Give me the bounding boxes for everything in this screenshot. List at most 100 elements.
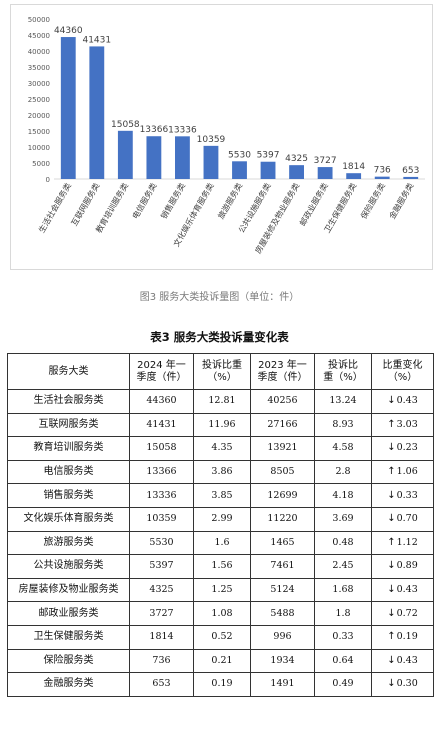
change-value: 0.70 xyxy=(396,513,418,525)
x-axis-labels: 生活社会服务类互联网服务类教育培训服务类 电信服务类 销售服务类文化娱乐体育服务类旅… xyxy=(36,181,415,255)
x-category-label: 邮政业服务类 xyxy=(297,181,330,228)
category-cell: 文化娱乐体育服务类 xyxy=(7,506,130,532)
change-cell: ↓0.33 xyxy=(371,483,434,508)
bar xyxy=(89,46,105,179)
arrow-down-icon: ↓ xyxy=(387,395,396,407)
change-value: 0.19 xyxy=(396,631,418,643)
share2023-cell: 1.68 xyxy=(314,577,372,603)
change-cell: ↓0.43 xyxy=(371,577,434,603)
header-line: 季度（件） xyxy=(136,371,187,383)
header-line: 2023 年一 xyxy=(258,359,307,371)
q2024-cell: 13336 xyxy=(129,483,194,508)
q2024-cell: 4325 xyxy=(129,577,194,603)
table-row: 金融服务类 653 0.19 1491 0.49 ↓0.30 xyxy=(7,672,434,697)
arrow-down-icon: ↓ xyxy=(387,560,396,572)
arrow-down-icon: ↓ xyxy=(387,442,396,454)
change-cell: ↓0.89 xyxy=(371,554,434,579)
bar xyxy=(60,37,76,179)
q2023-cell: 40256 xyxy=(250,389,315,414)
q2024-cell: 653 xyxy=(129,672,194,697)
category-cell: 卫生保健服务类 xyxy=(7,624,130,650)
change-cell: ↓0.72 xyxy=(371,601,434,626)
header-line: 比重变化 xyxy=(382,359,423,371)
share2023-cell: 2.8 xyxy=(314,459,372,485)
arrow-up-icon: ↑ xyxy=(387,418,396,430)
q2023-cell: 1934 xyxy=(250,648,315,674)
q2023-cell: 7461 xyxy=(250,554,315,579)
arrow-up-icon: ↑ xyxy=(387,631,396,643)
table-row: 教育培训服务类 15058 4.35 13921 4.58 ↓0.23 xyxy=(7,436,434,461)
bar-value-label: 41431 xyxy=(82,35,111,45)
share2024-cell: 3.85 xyxy=(193,483,251,508)
x-category-label: 旅游服务类 xyxy=(216,181,245,221)
q2023-cell: 5488 xyxy=(250,601,315,626)
share2023-cell: 1.8 xyxy=(314,601,372,626)
change-value: 0.43 xyxy=(396,395,418,407)
table-body: 生活社会服务类 44360 12.81 40256 13.24 ↓0.43 互联网服务类 41… xyxy=(7,389,434,697)
change-value: 0.43 xyxy=(396,654,418,666)
share2023-cell: 4.18 xyxy=(314,483,372,508)
q2023-cell: 1491 xyxy=(250,672,315,697)
change-cell: ↑0.19 xyxy=(371,624,434,650)
header-line: 2024 年一 xyxy=(137,359,186,371)
table-header-cell: 2024 年一 季度（件） xyxy=(129,353,194,390)
arrow-down-icon: ↓ xyxy=(387,584,396,596)
bar xyxy=(203,145,219,179)
change-value: 1.06 xyxy=(396,466,418,478)
share2023-cell: 13.24 xyxy=(314,389,372,414)
change-value: 0.72 xyxy=(396,607,418,619)
q2024-cell: 41431 xyxy=(129,412,194,438)
change-cell: ↓0.43 xyxy=(371,389,434,414)
q2024-cell: 5530 xyxy=(129,530,194,556)
table-header-cell: 2023 年一 季度（件） xyxy=(250,353,315,390)
bar xyxy=(317,167,333,179)
bar-value-label: 5397 xyxy=(257,151,280,161)
bar xyxy=(117,130,133,179)
table-header-cell: 投诉比重（%） xyxy=(193,353,251,390)
header-line: （%） xyxy=(387,371,418,383)
share2023-cell: 0.64 xyxy=(314,648,372,674)
q2024-cell: 10359 xyxy=(129,506,194,532)
table-header-cell: 投诉比重（%） xyxy=(314,353,372,390)
change-value: 1.12 xyxy=(396,536,418,548)
y-tick-label: 35000 xyxy=(28,64,50,72)
arrow-down-icon: ↓ xyxy=(387,489,396,501)
q2024-cell: 13366 xyxy=(129,459,194,485)
change-value: 0.89 xyxy=(396,560,418,572)
category-cell: 房屋装修及物业服务类 xyxy=(7,577,130,603)
table-row: 文化娱乐体育服务类 10359 2.99 11220 3.69 ↓0.70 xyxy=(7,506,434,532)
share2024-cell: 4.35 xyxy=(193,436,251,461)
header-line: （%） xyxy=(207,371,237,383)
header-line: 投诉比重 xyxy=(202,359,242,371)
arrow-up-icon: ↑ xyxy=(387,536,396,548)
arrow-down-icon: ↓ xyxy=(387,678,396,690)
table-row: 卫生保健服务类 1814 0.52 996 0.33 ↑0.19 xyxy=(7,624,434,650)
complaint-change-table: 服务大类 2024 年一 季度（件） 投诉比重 （%） 2023 年一 季度（件） 投诉比 重（… xyxy=(7,353,434,697)
q2024-cell: 15058 xyxy=(129,436,194,461)
table-header-row: 服务大类 2024 年一 季度（件） 投诉比重 （%） 2023 年一 季度（件） 投诉比 重（… xyxy=(7,353,434,390)
category-cell: 邮政业服务类 xyxy=(7,601,130,626)
table-row: 旅游服务类 5530 1.6 1465 0.48 ↑1.12 xyxy=(7,530,434,556)
bar-value-label: 15058 xyxy=(111,120,140,130)
share2023-cell: 0.33 xyxy=(314,624,372,650)
share2024-cell: 0.19 xyxy=(193,672,251,697)
bar-value-label: 653 xyxy=(402,166,419,176)
change-cell: ↓0.43 xyxy=(371,648,434,674)
change-value: 0.30 xyxy=(396,678,418,690)
category-cell: 保险服务类 xyxy=(7,648,130,674)
change-value: 0.43 xyxy=(396,584,418,596)
x-category-label: 销售服务类 xyxy=(158,181,187,221)
bar xyxy=(146,136,162,179)
y-tick-label: 50000 xyxy=(28,16,50,24)
x-category-label: 金融服务类 xyxy=(387,181,416,221)
q2024-cell: 736 xyxy=(129,648,194,674)
q2023-cell: 8505 xyxy=(250,459,315,485)
q2023-cell: 11220 xyxy=(250,506,315,532)
q2023-cell: 12699 xyxy=(250,483,315,508)
q2023-cell: 27166 xyxy=(250,412,315,438)
x-category-label: 电信服务类 xyxy=(130,181,159,221)
bar xyxy=(403,176,419,179)
category-cell: 电信服务类 xyxy=(7,459,130,485)
bar xyxy=(232,161,247,179)
